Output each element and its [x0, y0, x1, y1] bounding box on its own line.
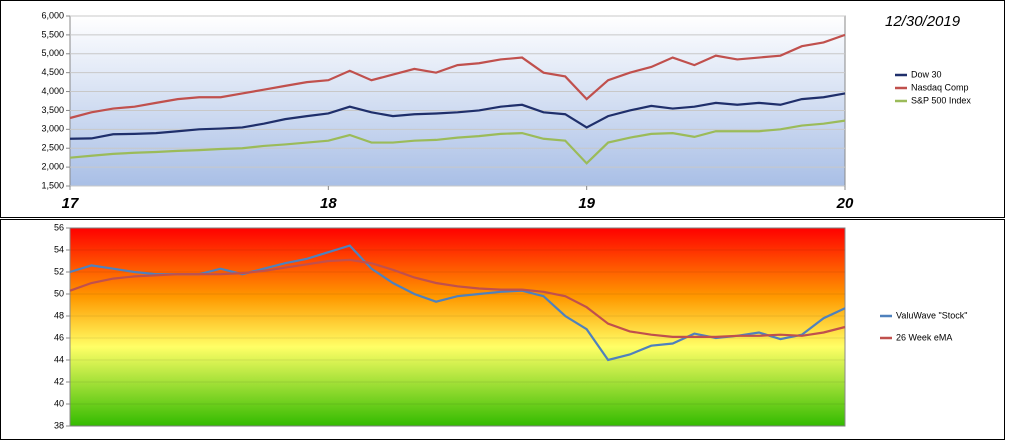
- y-tick-label: 4,500: [41, 67, 64, 77]
- series-line: [69, 119, 846, 165]
- y-tick-label: 38: [54, 420, 64, 430]
- y-tick-label: 42: [54, 376, 64, 386]
- date-annotation: 12/30/2019: [885, 13, 961, 30]
- plot-area: [69, 227, 846, 427]
- y-tick-label: 5,500: [41, 29, 64, 39]
- y-tick-label: 3,000: [41, 124, 64, 134]
- series-line: [69, 258, 846, 338]
- y-tick-label: 54: [54, 244, 64, 254]
- legend-label: Nasdaq Comp: [911, 82, 969, 92]
- y-tick-label: 48: [54, 310, 64, 320]
- series-line: [69, 92, 846, 140]
- legend-label: S&P 500 Index: [911, 95, 971, 105]
- plot-area: [69, 15, 846, 187]
- x-tick-label: 20: [836, 195, 854, 212]
- y-tick-label: 4,000: [41, 86, 64, 96]
- y-tick-label: 3,500: [41, 105, 64, 115]
- y-tick-label: 2,500: [41, 143, 64, 153]
- legend-label: Dow 30: [911, 69, 942, 79]
- y-tick-label: 6,000: [41, 10, 64, 20]
- y-tick-label: 44: [54, 354, 64, 364]
- y-tick-label: 46: [54, 332, 64, 342]
- y-tick-label: 40: [54, 398, 64, 408]
- y-tick-label: 1,500: [41, 180, 64, 190]
- y-tick-label: 2,000: [41, 161, 64, 171]
- x-tick-label: 18: [320, 195, 337, 212]
- x-tick-label: 17: [62, 195, 79, 212]
- x-tick-label: 19: [578, 195, 595, 212]
- legend-label: 26 Week eMA: [896, 332, 952, 342]
- y-tick-label: 5,000: [41, 48, 64, 58]
- y-tick-label: 56: [54, 222, 64, 232]
- legend-label: ValuWave "Stock": [896, 310, 967, 320]
- series-line: [69, 33, 846, 120]
- y-tick-label: 50: [54, 288, 64, 298]
- y-tick-label: 52: [54, 266, 64, 276]
